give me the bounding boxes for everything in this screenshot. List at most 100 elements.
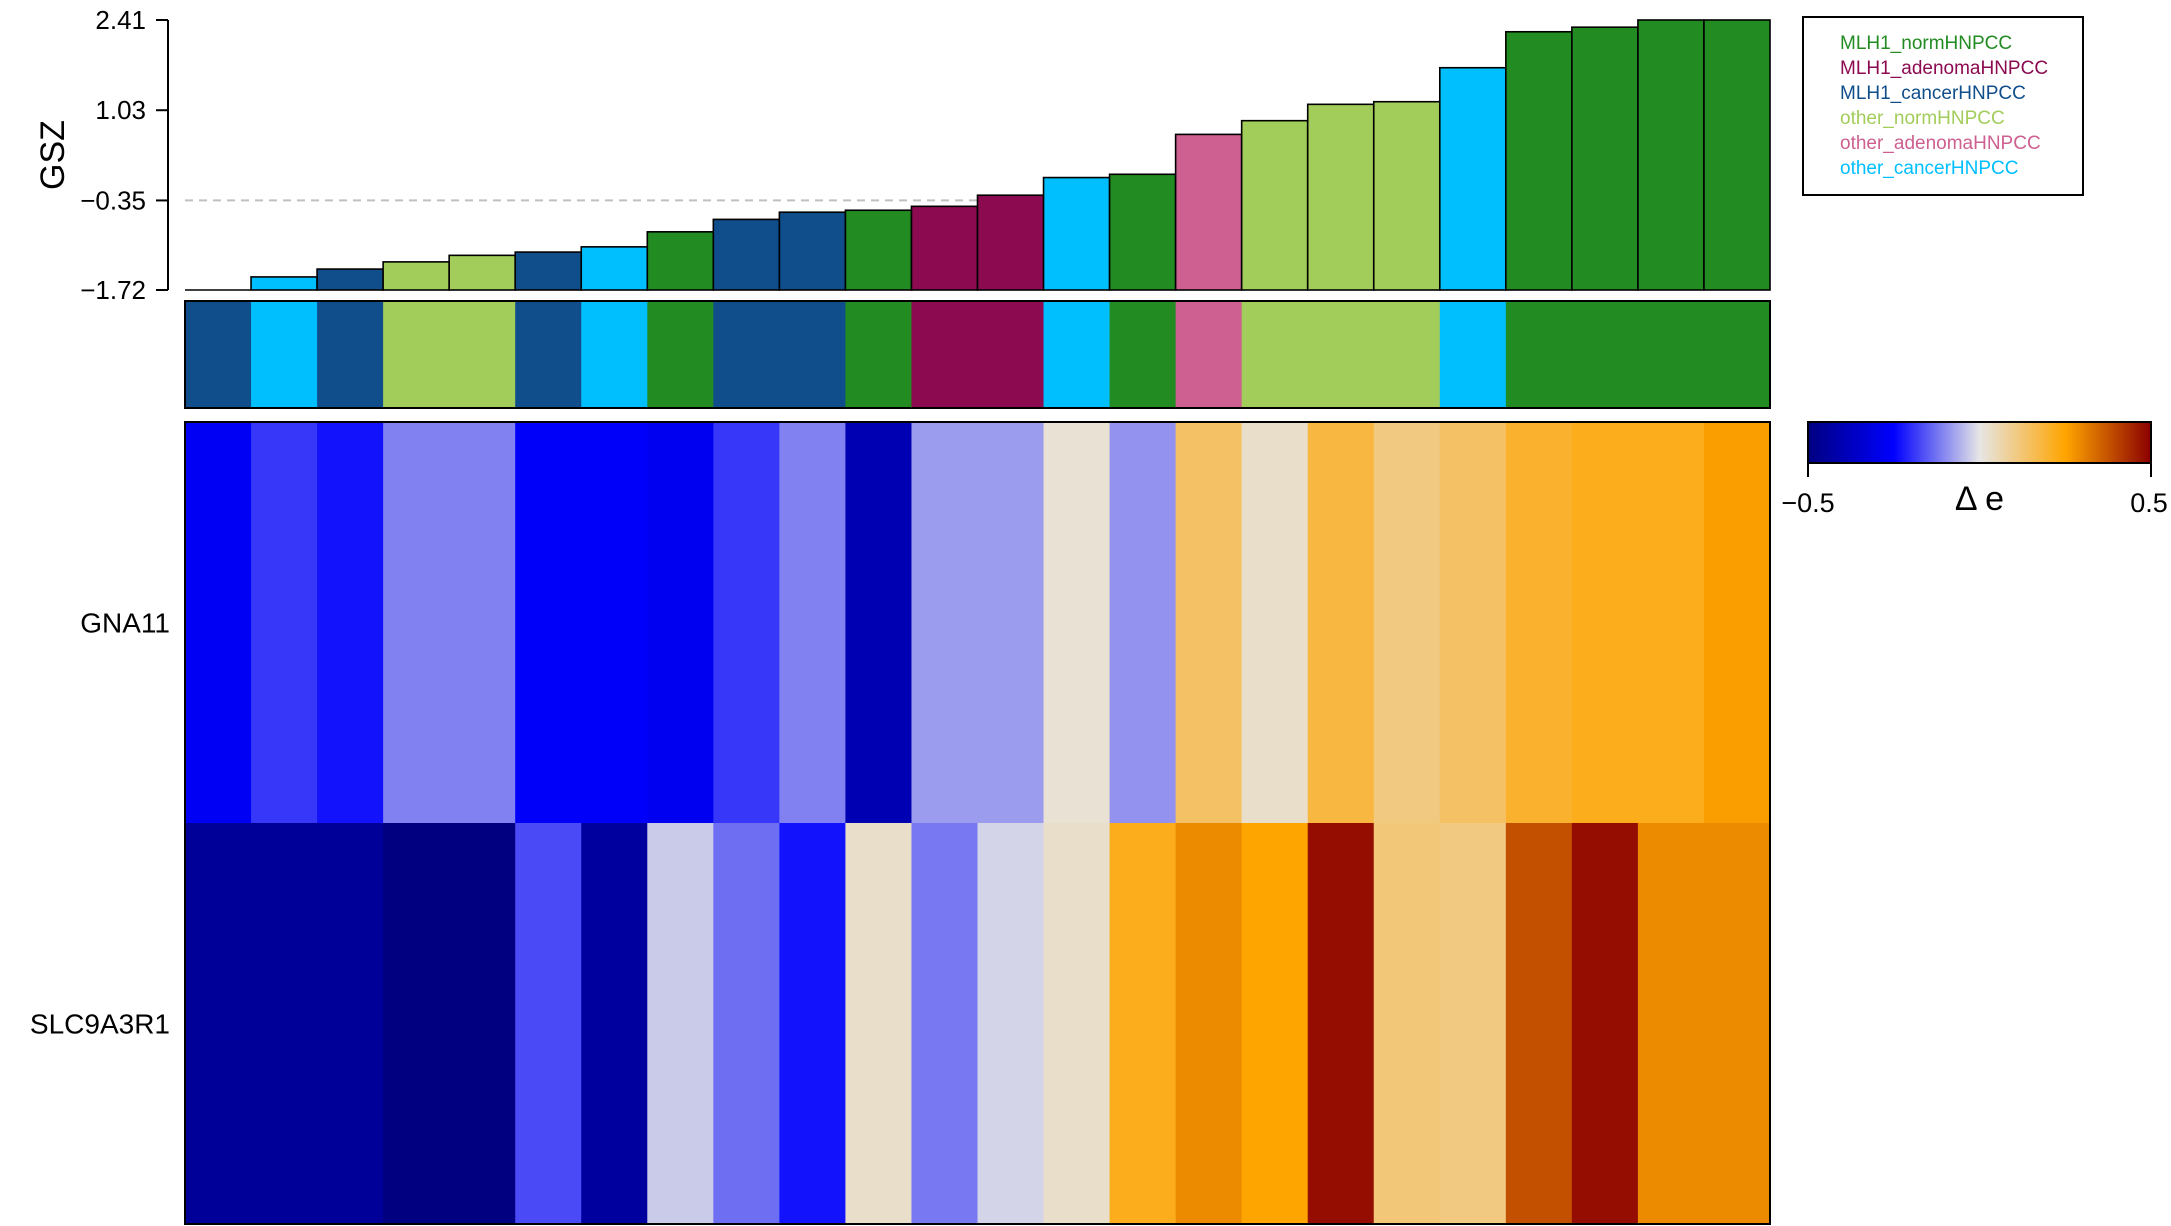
heatmap-cell — [185, 823, 252, 1225]
y-tick-label: 2.41 — [95, 5, 146, 35]
heatmap-cell — [1571, 823, 1639, 1225]
gsz-bar — [448, 254, 517, 291]
strip-cell — [977, 301, 1045, 408]
gsz-bar-panel: −1.72 −0.35 1.03 2.41 GSZ — [34, 5, 1771, 305]
delta-e-colorbar: −0.5 0.5 Δ e — [1781, 421, 2168, 518]
strip-cell — [515, 301, 582, 408]
strip-cell — [647, 301, 714, 408]
gsz-bar — [1306, 103, 1375, 291]
heatmap-cell — [515, 422, 582, 824]
heatmap-cell — [1505, 422, 1573, 824]
colorbar-max-label: 0.5 — [2130, 488, 2168, 518]
strip-cell — [911, 301, 978, 408]
legend-entry: other_adenomaHNPCC — [1840, 133, 2041, 154]
strip-cell — [1175, 301, 1243, 408]
strip-cell — [1439, 301, 1507, 408]
heatmap-cell — [1307, 823, 1375, 1225]
heatmap-cell — [1043, 823, 1111, 1225]
y-tick-label: 1.03 — [95, 95, 146, 125]
gsz-bar — [382, 261, 450, 291]
heatmap-cell — [449, 823, 516, 1225]
strip-cell — [1307, 301, 1375, 408]
strip-cell — [845, 301, 912, 408]
gsz-bar — [1174, 133, 1243, 291]
legend-entry: other_normHNPCC — [1840, 108, 2005, 129]
strip-cell — [449, 301, 516, 408]
group-legend: MLH1_normHNPCC MLH1_adenomaHNPCC MLH1_canc… — [1802, 16, 2084, 196]
heatmap-cell — [1439, 422, 1507, 824]
gsz-bar — [1042, 176, 1111, 291]
legend-entry: MLH1_normHNPCC — [1840, 33, 2012, 54]
heatmap-cell — [1703, 422, 1771, 824]
y-tick-label: −1.72 — [80, 275, 146, 305]
strip-cell — [1043, 301, 1111, 408]
gsz-bar — [316, 268, 384, 291]
heatmap-cell — [845, 823, 912, 1225]
strip-cell — [1637, 301, 1705, 408]
heatmap-cell — [845, 422, 912, 824]
gsz-bar — [1438, 66, 1507, 291]
strip-cell — [1373, 301, 1441, 408]
heatmap-cell — [1175, 823, 1243, 1225]
legend-box — [1802, 16, 2084, 196]
heatmap-cell — [383, 422, 450, 824]
gsz-bar — [1108, 173, 1177, 291]
strip-cell — [317, 301, 384, 408]
heatmap-cell — [317, 823, 384, 1225]
strip-cell — [1109, 301, 1177, 408]
heatmap-cell — [1571, 422, 1639, 824]
y-tick-label: −0.35 — [80, 185, 146, 215]
heatmap-cell — [185, 422, 252, 824]
colorbar-swatch — [1807, 421, 2152, 464]
gsz-bar — [910, 205, 979, 291]
colorbar-min-label: −0.5 — [1781, 488, 1834, 518]
heatmap-cell — [1241, 422, 1309, 824]
strip-cell — [779, 301, 846, 408]
heatmap-cell — [251, 422, 318, 824]
heatmap-cell — [1505, 823, 1573, 1225]
gsz-bar — [514, 251, 583, 291]
y-axis-ticks: −1.72 −0.35 1.03 2.41 — [80, 5, 168, 305]
heatmap-border — [184, 421, 1771, 1225]
heatmap-cell — [1637, 823, 1705, 1225]
gsz-bar — [1505, 30, 1573, 291]
gsz-bar — [1637, 19, 1705, 291]
heatmap-cell — [647, 823, 714, 1225]
heatmap-cell — [779, 422, 846, 824]
heatmap-cell — [1703, 823, 1771, 1225]
gsz-bar — [250, 276, 318, 291]
heatmap-cell — [317, 422, 384, 824]
gsz-bar — [1703, 19, 1771, 291]
gsz-bar — [1372, 100, 1441, 291]
heatmap-cell — [911, 422, 978, 824]
heatmap-cell — [647, 422, 714, 824]
heatmap-cell — [581, 422, 648, 824]
gsz-bar — [1571, 26, 1639, 291]
heatmap-cell — [1175, 422, 1243, 824]
strip-cell — [383, 301, 450, 408]
heatmap-cell — [1241, 823, 1309, 1225]
group-color-strip — [184, 300, 1771, 409]
strip-cell — [713, 301, 780, 408]
heatmap-cell — [1109, 823, 1177, 1225]
heatmap-cell — [1373, 823, 1441, 1225]
colorbar-title: Δ e — [1955, 480, 2004, 518]
legend-entry: other_cancerHNPCC — [1840, 158, 2018, 179]
heatmap-cell — [1109, 422, 1177, 824]
strip-cell — [1241, 301, 1309, 408]
gsz-bar — [1240, 119, 1309, 291]
strip-cell — [185, 301, 252, 408]
gsz-bar — [646, 231, 715, 291]
heatmap-cell — [515, 823, 582, 1225]
heatmap-row-label: SLC9A3R1 — [30, 1009, 170, 1040]
heatmap-cell — [1043, 422, 1111, 824]
gsz-bar — [844, 209, 913, 291]
heatmap-cell — [713, 422, 780, 824]
legend-entry: MLH1_cancerHNPCC — [1840, 83, 2026, 104]
heatmap-cell — [1373, 422, 1441, 824]
gsz-bars — [185, 19, 1771, 291]
gsz-bar — [580, 246, 649, 291]
heatmap-cell — [1307, 422, 1375, 824]
gsz-bar — [778, 211, 847, 291]
heatmap-cell — [383, 823, 450, 1225]
